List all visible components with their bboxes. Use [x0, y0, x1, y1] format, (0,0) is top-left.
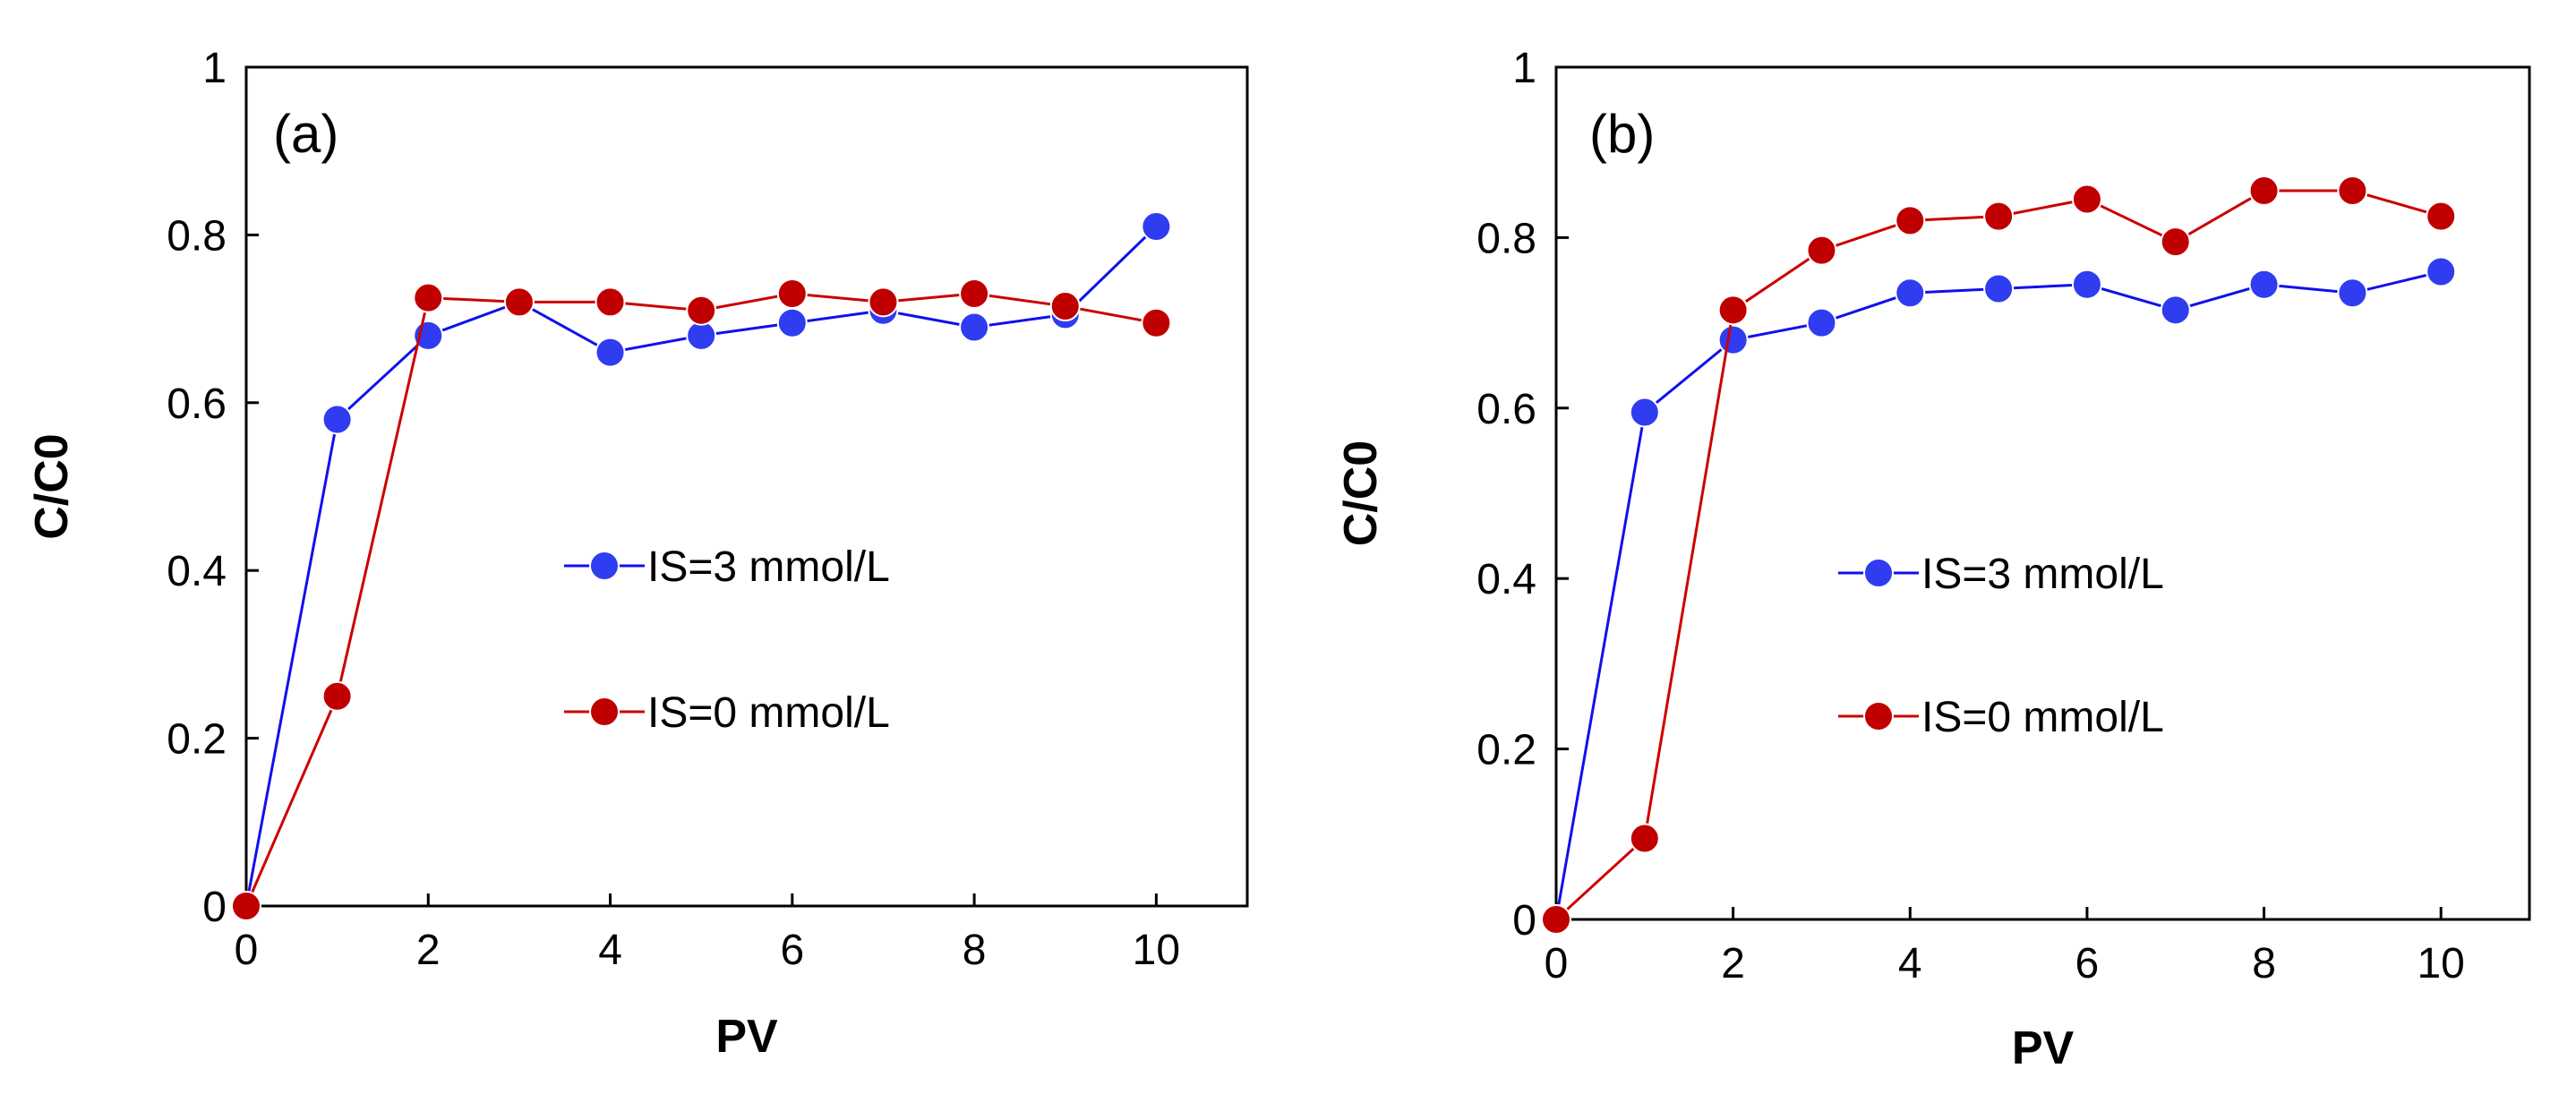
y-tick-label: 0.6 — [1476, 386, 1536, 433]
data-point-is0 — [231, 891, 261, 921]
data-point-is0 — [868, 286, 899, 318]
data-point-is3 — [2337, 278, 2368, 309]
y-tick-label: 0.8 — [167, 212, 227, 260]
data-point-is3 — [959, 312, 990, 343]
plot-frame — [244, 65, 1249, 908]
data-point-is0 — [686, 295, 717, 326]
y-tick-label: 0.2 — [167, 716, 227, 764]
data-point-is3 — [2248, 269, 2280, 300]
data-point-is0 — [1629, 823, 1660, 854]
data-point-is3 — [1629, 397, 1660, 428]
data-point-is0 — [413, 282, 444, 313]
y-tick-label: 0.4 — [167, 548, 227, 595]
data-point-is0 — [1983, 201, 2015, 232]
data-point-is3 — [595, 337, 626, 368]
data-point-is0 — [1717, 295, 1749, 326]
x-tick-label: 8 — [2252, 940, 2276, 987]
y-axis-title: C/C0 — [1335, 440, 1387, 546]
legend-marker — [589, 697, 620, 727]
x-tick-label: 8 — [963, 927, 987, 974]
y-tick-label: 1 — [202, 45, 227, 92]
data-point-is3 — [776, 307, 808, 338]
data-point-is3 — [1141, 211, 1172, 243]
y-tick-label: 0.2 — [1476, 727, 1536, 774]
y-tick-label: 0.6 — [167, 380, 227, 428]
x-tick-label: 10 — [2417, 940, 2464, 987]
legend-label: IS=3 mmol/L — [647, 543, 890, 591]
data-point-is0 — [776, 278, 808, 309]
x-tick-label: 4 — [598, 927, 622, 974]
data-point-is0 — [595, 286, 626, 318]
data-point-is3 — [1717, 324, 1749, 355]
data-point-is3 — [1806, 307, 1837, 338]
data-point-is0 — [1141, 307, 1172, 338]
y-tick-label: 0 — [1512, 897, 1536, 944]
data-point-is0 — [503, 286, 535, 318]
data-point-is3 — [2426, 256, 2457, 287]
legend-marker — [589, 551, 620, 581]
legend-marker — [1863, 701, 1894, 731]
data-point-is0 — [1895, 205, 1926, 236]
data-point-is0 — [959, 278, 990, 309]
data-point-is3 — [2071, 269, 2102, 300]
panel-label: (a) — [273, 104, 338, 164]
x-tick-label: 2 — [1721, 940, 1745, 987]
y-tick-label: 0 — [202, 884, 227, 931]
data-point-is3 — [1895, 278, 1926, 309]
y-tick-label: 0.4 — [1476, 556, 1536, 603]
data-point-is0 — [2071, 184, 2102, 215]
x-tick-label: 6 — [780, 927, 804, 974]
y-axis-title: C/C0 — [26, 433, 78, 539]
x-tick-label: 6 — [2075, 940, 2100, 987]
data-point-is0 — [2426, 201, 2457, 232]
x-tick-label: 10 — [1133, 927, 1180, 974]
data-point-is3 — [321, 404, 353, 435]
y-tick-label: 0.8 — [1476, 215, 1536, 262]
data-point-is0 — [321, 680, 353, 712]
data-point-is0 — [2248, 175, 2280, 207]
x-tick-label: 0 — [1545, 940, 1569, 987]
legend-label: IS=0 mmol/L — [647, 689, 890, 737]
legend-label: IS=0 mmol/L — [1921, 694, 2164, 741]
legend-marker — [1863, 558, 1894, 588]
data-point-is0 — [1541, 904, 1571, 935]
data-point-is0 — [1049, 291, 1081, 322]
data-point-is3 — [1983, 273, 2015, 304]
data-point-is0 — [1806, 235, 1837, 266]
panel-label: (b) — [1589, 104, 1655, 164]
x-tick-label: 2 — [416, 927, 441, 974]
x-axis-title: PV — [2012, 1022, 2075, 1074]
x-tick-label: 4 — [1898, 940, 1922, 987]
plot-frame — [1554, 65, 2531, 921]
x-tick-label: 0 — [235, 927, 259, 974]
x-axis-title: PV — [715, 1011, 778, 1063]
data-point-is0 — [2337, 175, 2368, 207]
legend-label: IS=3 mmol/L — [1921, 551, 2164, 598]
y-tick-label: 1 — [1512, 45, 1536, 92]
data-point-is3 — [2160, 295, 2191, 326]
data-point-is0 — [2160, 226, 2191, 258]
